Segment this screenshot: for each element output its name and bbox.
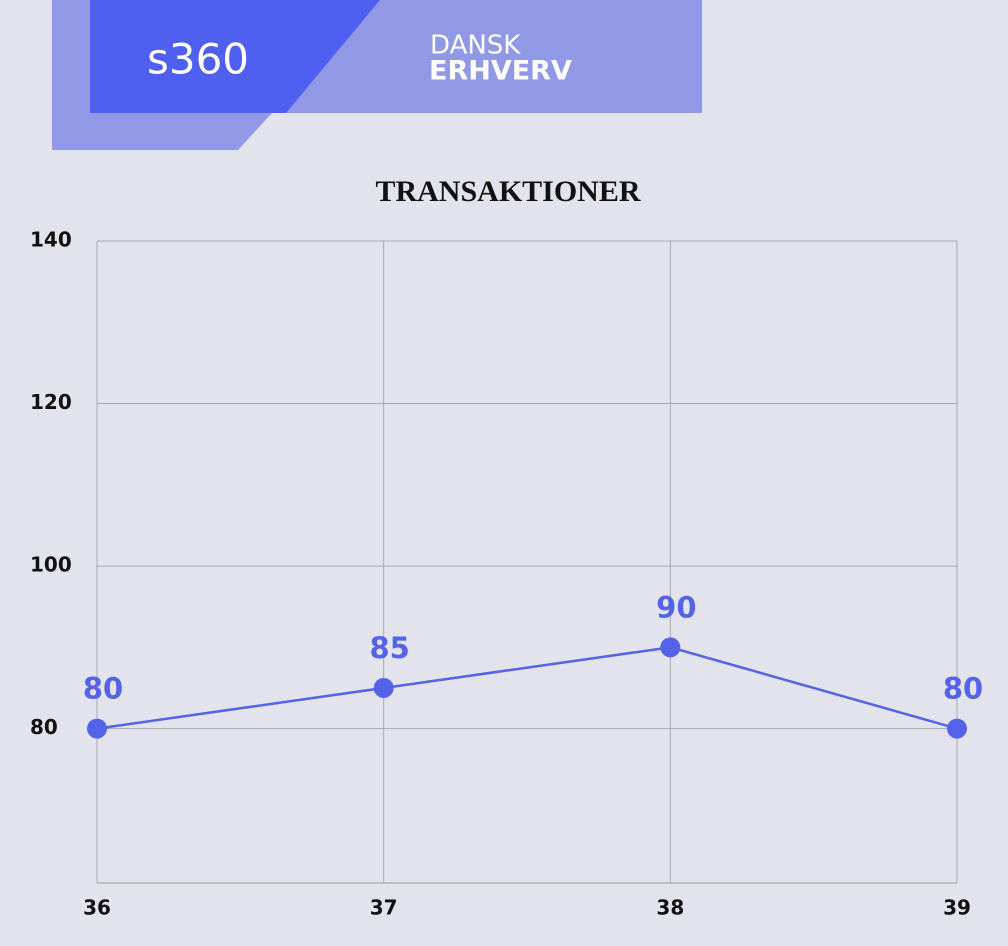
- point: [660, 637, 681, 658]
- value-label: 85: [369, 631, 409, 665]
- brand-line: DANSK: [430, 31, 521, 61]
- y-tick-label: 120: [30, 390, 72, 414]
- value-label: 80: [83, 672, 123, 706]
- point: [87, 718, 107, 739]
- logo-text: s360: [147, 35, 249, 84]
- value-label: 90: [656, 590, 696, 624]
- point: [373, 677, 394, 698]
- x-tick-label: 39: [943, 896, 971, 920]
- chart-title: TRANSAKTIONER: [375, 175, 640, 208]
- banner-front: [90, 0, 380, 113]
- x-tick-label: 38: [656, 896, 684, 920]
- line: [96, 646, 958, 730]
- y-tick-label: 140: [30, 228, 72, 252]
- y-tick-label: 100: [30, 553, 72, 577]
- brand-line: ERHVERV: [429, 56, 572, 87]
- x-tick-label: 36: [83, 896, 111, 920]
- value-label: 80: [943, 672, 983, 706]
- y-tick-label: 80: [30, 715, 58, 739]
- x-tick-label: 37: [370, 896, 398, 920]
- point: [947, 718, 967, 739]
- header-banner: s360 DANSK ERHVERV: [52, 0, 702, 150]
